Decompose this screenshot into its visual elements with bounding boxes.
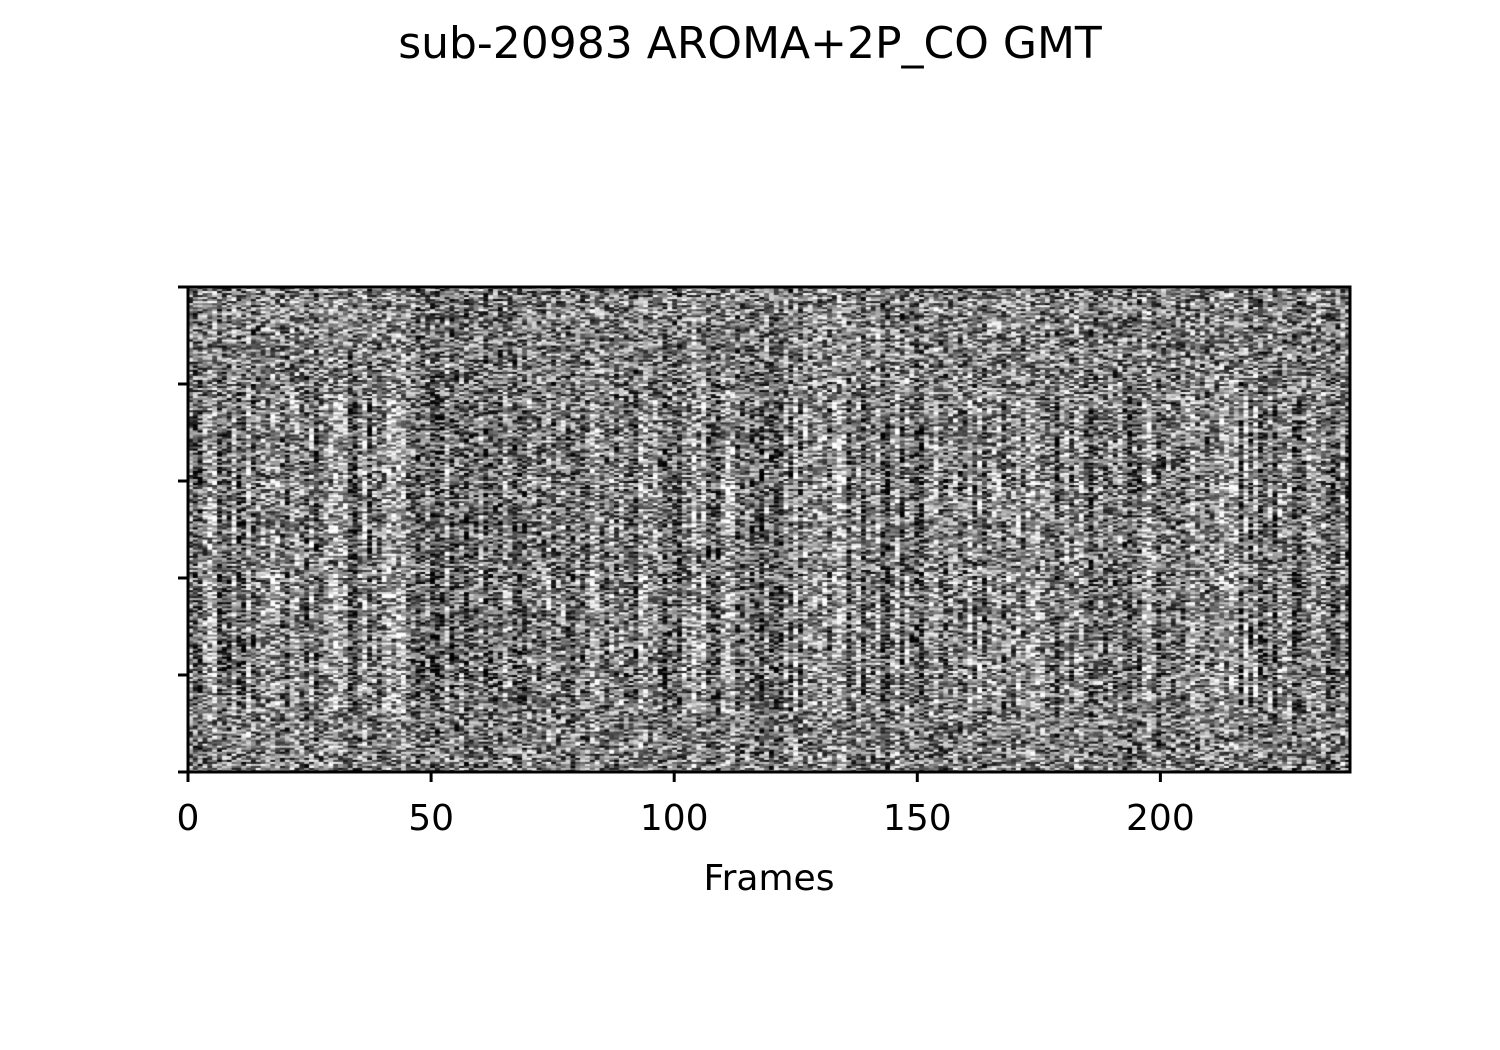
plot-area xyxy=(186,285,1352,774)
x-axis: 0 50 100 150 200 xyxy=(177,772,1195,839)
heatmap-image xyxy=(188,287,1350,772)
x-tick-label: 200 xyxy=(1126,798,1195,839)
plot-frame xyxy=(186,285,1352,774)
y-axis xyxy=(178,285,188,774)
x-tick-label: 150 xyxy=(883,798,952,839)
x-tick-label: 100 xyxy=(640,798,709,839)
x-axis-label: Frames xyxy=(704,858,835,899)
x-tick-label: 0 xyxy=(177,798,200,839)
chart-title: sub-20983 AROMA+2P_CO GMT xyxy=(398,18,1102,69)
x-tick-label: 50 xyxy=(408,798,454,839)
